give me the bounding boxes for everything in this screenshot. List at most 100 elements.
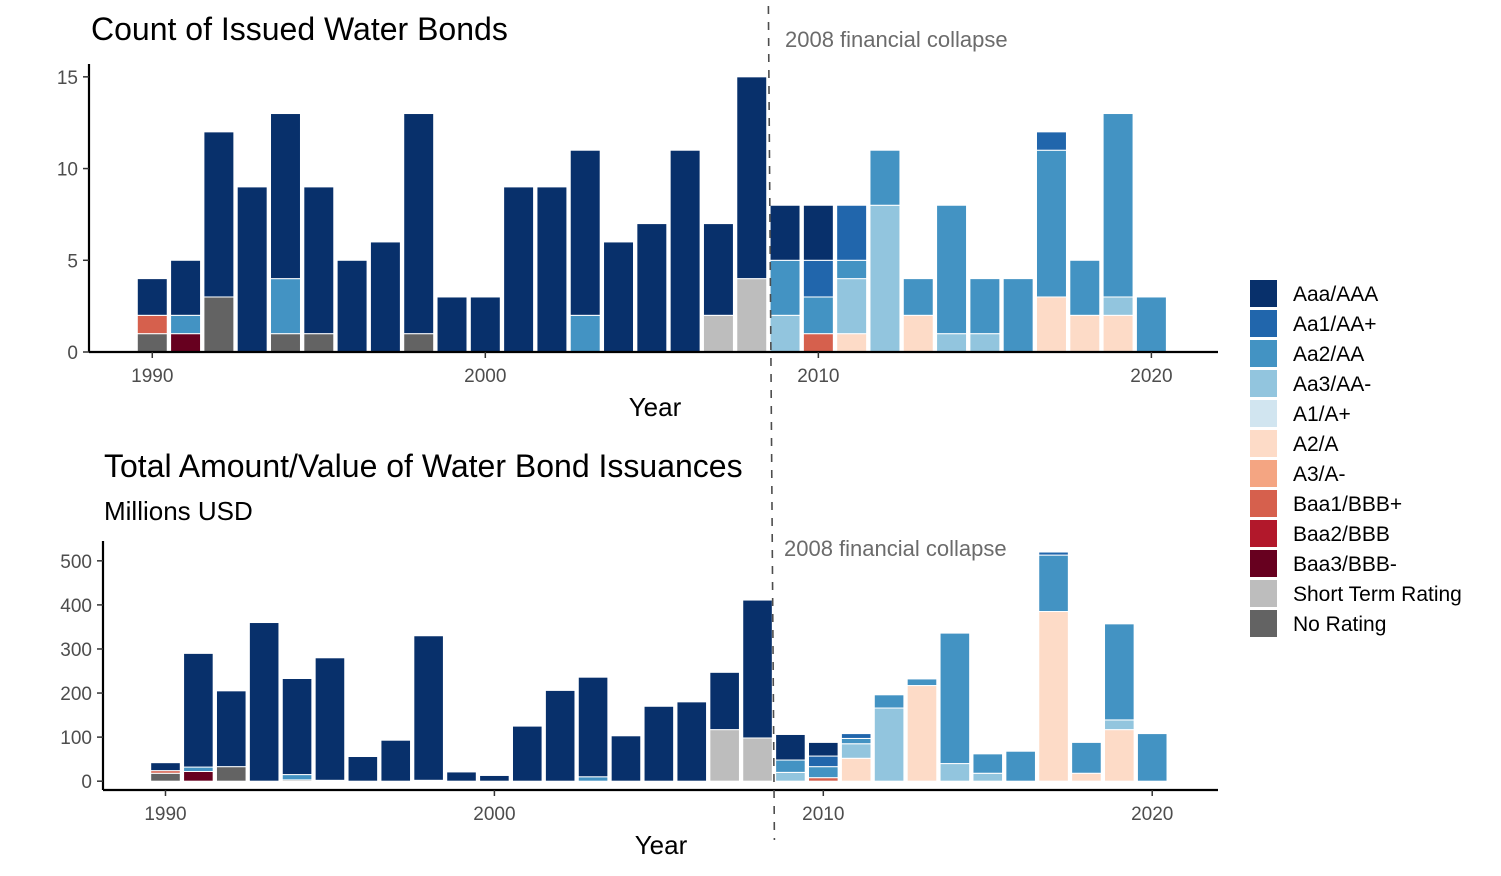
count-bar-1996-aaa-aaa (336, 259, 368, 353)
count-panel: Count of Issued Water Bonds Year 2008 fi… (57, 11, 1218, 422)
legend-swatch (1250, 610, 1277, 637)
count-bar-1998-aaa-aaa (403, 113, 435, 335)
value-bar-1991-aa2-aa (183, 766, 214, 772)
legend-item-aaa-aaa: Aaa/AAA (1250, 280, 1378, 307)
count-x-axis-title: Year (629, 392, 682, 422)
value-bar-2003-aa2-aa (577, 776, 609, 782)
count-bar-2010-baa1-bbb (802, 333, 834, 353)
legend-swatch (1250, 430, 1277, 457)
value-bar-2017-aa1-aa (1038, 551, 1069, 556)
count-bar-1991-aa2-aa (170, 314, 202, 335)
legend-label: Aa3/AA- (1293, 373, 1371, 396)
value-x-tick-label: 2000 (473, 804, 515, 825)
count-bar-2008-aaa-aaa (736, 76, 768, 280)
legend-item-aa1-aa: Aa1/AA+ (1250, 310, 1376, 337)
value-bar-2009-aa3-aa (775, 771, 806, 782)
count-x-tick-label: 2010 (797, 366, 839, 387)
count-bar-2013-a2-a (902, 314, 934, 353)
value-bar-2007-aaa-aaa (709, 671, 740, 731)
count-bar-2001-aaa-aaa (503, 186, 535, 353)
count-bar-2019-aa3-aa (1102, 296, 1134, 316)
value-bar-2010-aaa-aaa (808, 741, 839, 757)
legend-swatch (1250, 400, 1277, 427)
value-bar-2008-aaa-aaa (742, 599, 773, 739)
count-bar-2002-aaa-aaa (536, 186, 568, 353)
legend-label: A3/A- (1293, 463, 1346, 486)
count-bar-2012-aa3-aa (869, 204, 901, 353)
count-bar-2005-aaa-aaa (636, 223, 668, 353)
count-bar-1992-no-rating (203, 296, 235, 353)
count-y-tick-label: 10 (57, 160, 78, 181)
value-bar-2020-aa2-aa (1136, 733, 1168, 782)
legend-label: Baa1/BBB+ (1293, 493, 1402, 516)
value-y-tick-label: 500 (60, 552, 92, 573)
count-bar-1992-aaa-aaa (203, 131, 235, 298)
legend-label: A2/A (1293, 433, 1339, 456)
value-bar-2016-aa2-aa (1005, 750, 1036, 782)
value-bar-2000-aaa-aaa (479, 774, 510, 782)
count-bar-1997-aaa-aaa (369, 241, 401, 353)
value-y-tick-label: 0 (81, 772, 92, 793)
value-chart-subtitle: Millions USD (104, 496, 253, 526)
legend-item-short-term-rating: Short Term Rating (1250, 580, 1462, 607)
legend-label: Baa2/BBB (1293, 523, 1390, 546)
count-x-tick-label: 1990 (131, 366, 173, 387)
count-bar-2013-aa2-aa (902, 278, 934, 316)
count-bar-2018-a2-a (1069, 314, 1101, 353)
legend-swatch (1250, 280, 1277, 307)
legend-label: A1/A+ (1293, 403, 1351, 426)
count-bar-2020-aa2-aa (1135, 296, 1167, 353)
value-bar-2018-aa2-aa (1071, 741, 1102, 774)
legend-item-aa2-aa: Aa2/AA (1250, 340, 1364, 367)
count-bar-2004-aaa-aaa (603, 241, 635, 353)
value-bar-2014-aa3-aa (939, 763, 971, 782)
value-y-tick-label: 100 (60, 728, 92, 749)
value-bars (150, 551, 1168, 782)
value-bar-1994-aaa-aaa (281, 678, 313, 776)
count-bar-2010-aaa-aaa (802, 204, 834, 261)
count-bar-2014-aa3-aa (936, 333, 968, 353)
value-bar-2003-aaa-aaa (577, 676, 609, 778)
count-bar-1990-no-rating (136, 333, 168, 353)
legend-swatch (1250, 460, 1277, 487)
value-bar-2015-aa3-aa (972, 772, 1004, 782)
value-bar-2011-aa1-aa (840, 733, 872, 739)
value-bar-2009-aaa-aaa (775, 733, 806, 761)
count-bar-2000-aaa-aaa (469, 296, 501, 353)
count-axes: 0 5 10 15 1990 2000 2010 2020 (57, 64, 1218, 387)
legend-swatch (1250, 550, 1277, 577)
value-bar-2011-aa2-aa (840, 737, 872, 745)
value-x-axis-title: Year (635, 830, 688, 860)
count-bar-1993-aaa-aaa (236, 186, 268, 353)
value-bar-2013-aa2-aa (906, 678, 938, 687)
value-bar-2008-short-term-rating (742, 737, 773, 782)
count-bar-1991-baa3-bbb (170, 333, 202, 353)
count-bar-1994-aaa-aaa (270, 113, 301, 280)
count-bar-2014-aa2-aa (936, 204, 968, 335)
value-y-tick-label: 400 (60, 596, 92, 617)
value-bar-1992-no-rating (215, 766, 247, 782)
legend-item-aa3-aa: Aa3/AA- (1250, 370, 1371, 397)
count-collapse-annotation: 2008 financial collapse (785, 27, 1008, 52)
count-bar-2015-aa2-aa (969, 278, 1001, 335)
value-bar-2010-aa1-aa (808, 755, 839, 768)
value-bar-1991-aaa-aaa (183, 652, 214, 768)
legend-swatch (1250, 520, 1277, 547)
count-bar-2015-aa3-aa (969, 333, 1001, 353)
count-bar-2009-aaa-aaa (769, 204, 801, 261)
count-bar-1991-aaa-aaa (170, 259, 202, 316)
value-bar-2001-aaa-aaa (511, 725, 543, 782)
value-bar-1997-aaa-aaa (380, 739, 412, 782)
count-x-tick-label: 2020 (1130, 366, 1172, 387)
value-bar-2002-aaa-aaa (544, 689, 576, 782)
value-bar-2012-aa3-aa (873, 707, 905, 782)
count-bar-2009-aa3-aa (769, 314, 801, 353)
count-bar-2006-aaa-aaa (669, 149, 701, 353)
value-bar-1991-baa3-bbb (183, 770, 214, 782)
count-bar-2007-aaa-aaa (702, 223, 734, 316)
count-bar-2003-aa2-aa (569, 314, 601, 353)
legend-label: No Rating (1293, 613, 1386, 636)
count-y-tick-label: 5 (67, 251, 78, 272)
